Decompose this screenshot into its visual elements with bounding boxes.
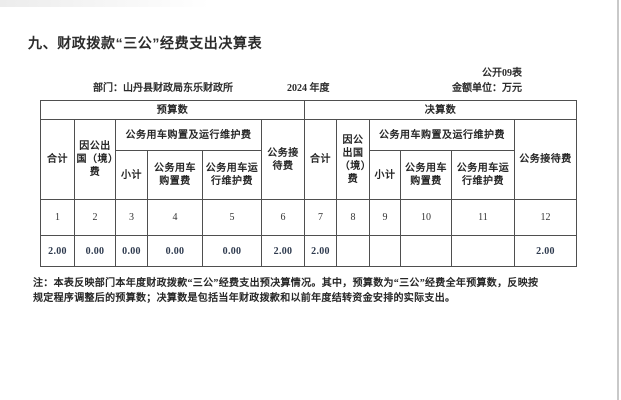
column-number-11: 11: [451, 199, 515, 236]
budget-vehicle-group-header: 公务用车购置及运行维护费: [115, 119, 262, 151]
column-number-8: 8: [336, 199, 370, 236]
column-number-1: 1: [40, 199, 75, 236]
budget-vehicle-purchase-header: 公务用车购置费: [147, 150, 203, 200]
final-vehicle-maintenance-header: 公务用车运行维护费: [451, 150, 515, 200]
budget-abroad-header: 因公出国（境）费: [74, 119, 116, 200]
page-edge-shade: [0, 0, 210, 7]
value-cell-5: 0.00: [202, 235, 262, 267]
column-number-2: 2: [74, 199, 116, 236]
final-vehicle-group-header: 公务用车购置及运行维护费: [369, 119, 515, 151]
column-number-12: 12: [514, 199, 577, 236]
value-cell-8: [336, 235, 370, 267]
final-abroad-header: 因公出国（境）费: [336, 119, 370, 200]
amount-unit-label: 金额单位：万元: [452, 83, 522, 94]
table-footnote: 注：本表反映部门本年度财政拨款“三公”经费支出预决算情况。其中，预算数为“三公”…: [33, 276, 561, 306]
section-header-budget: 预算数: [40, 100, 305, 120]
value-cell-9: [369, 235, 401, 267]
value-cell-12: 2.00: [514, 235, 577, 267]
form-code-label: 公开09表: [482, 68, 522, 79]
fiscal-year-label: 2024 年度: [287, 83, 330, 94]
column-number-7: 7: [304, 199, 337, 236]
value-cell-6: 2.00: [261, 235, 305, 267]
value-cell-1: 2.00: [40, 235, 75, 267]
budget-subtotal-header: 小计: [115, 150, 148, 200]
footnote-line-2: 规定程序调整后的预算数；决算数是包括当年财政拨款和以前年度结转资金安排的实际支出…: [33, 293, 456, 304]
budget-total-header: 合计: [40, 119, 75, 200]
final-subtotal-header: 小计: [369, 150, 401, 200]
column-number-9: 9: [369, 199, 401, 236]
footnote-line-1: 注：本表反映部门本年度财政拨款“三公”经费支出预决算情况。其中，预算数为“三公”…: [33, 278, 539, 289]
department-label: 部门：山丹县财政局东乐财政所: [93, 83, 233, 94]
budget-vehicle-maintenance-header: 公务用车运行维护费: [202, 150, 262, 200]
column-number-3: 3: [115, 199, 148, 236]
value-cell-7: 2.00: [304, 235, 337, 267]
column-number-5: 5: [202, 199, 262, 236]
column-number-6: 6: [261, 199, 305, 236]
budget-reception-header: 公务接待费: [261, 119, 305, 200]
value-cell-10: [400, 235, 452, 267]
final-vehicle-purchase-header: 公务用车购置费: [400, 150, 452, 200]
value-cell-3: 0.00: [115, 235, 148, 267]
value-cell-4: 0.00: [147, 235, 203, 267]
three-public-expense-table: 预算数 决算数 合计 因公出国（境）费 公务用车购置及运行维护费 公务接待费 合…: [40, 100, 577, 267]
column-number-10: 10: [400, 199, 452, 236]
value-cell-2: 0.00: [74, 235, 116, 267]
document-title: 九、财政拨款“三公”经费支出决算表: [28, 35, 263, 51]
value-cell-11: [451, 235, 515, 267]
final-total-header: 合计: [304, 119, 337, 200]
page-right-edge: [617, 0, 619, 400]
final-reception-header: 公务接待费: [514, 119, 577, 200]
column-number-4: 4: [147, 199, 203, 236]
section-header-final: 决算数: [304, 100, 577, 120]
